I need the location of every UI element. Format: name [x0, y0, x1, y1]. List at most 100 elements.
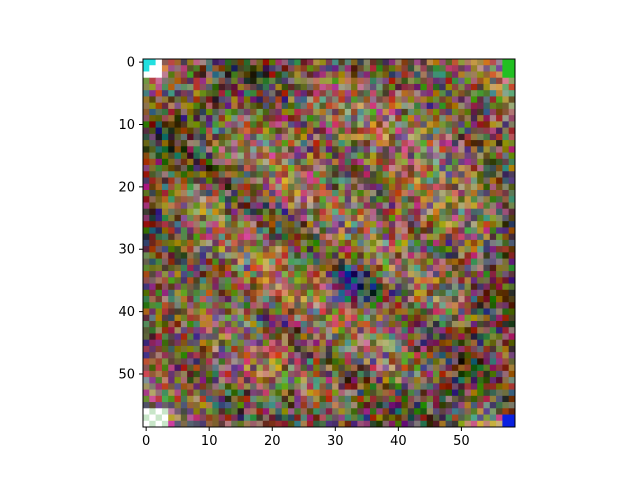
image-pixel: [489, 377, 497, 384]
image-pixel: [357, 258, 365, 266]
image-pixel: [168, 264, 175, 272]
image-pixel: [313, 252, 320, 259]
image-pixel: [508, 227, 516, 235]
image-pixel: [319, 264, 327, 272]
image-pixel: [237, 364, 245, 372]
image-pixel: [199, 71, 207, 79]
image-pixel: [206, 239, 213, 247]
image-pixel: [313, 364, 320, 372]
image-pixel: [237, 158, 245, 166]
image-pixel: [224, 383, 232, 390]
image-pixel: [369, 283, 377, 291]
image-pixel: [433, 320, 440, 328]
image-pixel: [382, 289, 390, 297]
image-pixel: [199, 102, 207, 110]
image-pixel: [193, 395, 201, 403]
image-pixel: [332, 171, 339, 178]
image-pixel: [237, 127, 245, 135]
image-pixel: [439, 339, 447, 347]
image-pixel: [496, 302, 503, 309]
image-pixel: [332, 345, 339, 353]
image-pixel: [420, 214, 428, 222]
image-pixel: [395, 239, 402, 247]
image-pixel: [376, 65, 383, 72]
image-pixel: [458, 333, 465, 341]
image-pixel: [212, 345, 220, 353]
image-pixel: [502, 277, 510, 284]
image-pixel: [294, 77, 302, 85]
image-pixel: [420, 395, 428, 403]
image-pixel: [180, 65, 188, 72]
image-pixel: [451, 333, 459, 341]
image-pixel: [439, 102, 447, 110]
image-pixel: [458, 77, 465, 85]
image-pixel: [250, 90, 257, 97]
image-pixel: [212, 158, 220, 166]
image-pixel: [426, 246, 434, 253]
image-pixel: [414, 277, 421, 284]
image-pixel: [376, 133, 383, 141]
image-pixel: [288, 183, 295, 191]
image-pixel: [306, 146, 314, 153]
image-pixel: [288, 314, 295, 322]
image-pixel: [256, 90, 264, 97]
image-pixel: [426, 115, 434, 122]
image-pixel: [180, 246, 188, 253]
image-pixel: [395, 402, 402, 409]
image-pixel: [382, 90, 390, 97]
image-pixel: [319, 383, 327, 390]
image-pixel: [300, 352, 308, 359]
image-pixel: [161, 146, 169, 153]
image-pixel: [477, 358, 484, 366]
image-pixel: [187, 289, 194, 297]
image-pixel: [180, 308, 188, 316]
image-pixel: [161, 395, 169, 403]
image-pixel: [363, 77, 371, 85]
image-pixel: [269, 308, 276, 316]
image-pixel: [439, 370, 447, 378]
image-pixel: [351, 65, 358, 72]
image-pixel: [344, 327, 352, 334]
image-pixel: [483, 214, 491, 222]
image-pixel: [143, 77, 150, 85]
image-pixel: [470, 333, 478, 341]
image-pixel: [161, 333, 169, 341]
image-pixel: [426, 308, 434, 316]
image-pixel: [281, 271, 289, 278]
image-pixel: [433, 233, 440, 241]
image-pixel: [464, 308, 472, 316]
image-pixel: [489, 239, 497, 247]
image-pixel: [477, 71, 484, 79]
image-pixel: [451, 221, 459, 228]
image-pixel: [388, 364, 396, 372]
image-pixel: [174, 252, 182, 259]
image-pixel: [300, 358, 308, 366]
image-pixel: [168, 383, 175, 390]
image-pixel: [445, 121, 453, 129]
image-pixel: [306, 289, 314, 297]
image-pixel: [414, 221, 421, 228]
image-pixel: [155, 189, 163, 197]
image-pixel: [357, 314, 365, 322]
image-pixel: [451, 152, 459, 160]
image-pixel: [180, 146, 188, 153]
image-pixel: [338, 395, 346, 403]
image-pixel: [489, 71, 497, 79]
image-pixel: [496, 370, 503, 378]
image-pixel: [332, 383, 339, 390]
image-pixel: [224, 133, 232, 141]
image-pixel: [187, 358, 194, 366]
image-pixel: [319, 402, 327, 409]
image-pixel: [376, 59, 383, 66]
image-pixel: [445, 389, 453, 397]
image-pixel: [496, 133, 503, 141]
image-pixel: [458, 102, 465, 110]
image-pixel: [420, 221, 428, 228]
image-pixel: [199, 345, 207, 353]
image-pixel: [433, 108, 440, 116]
image-pixel: [357, 59, 365, 66]
image-pixel: [376, 314, 383, 322]
image-pixel: [231, 108, 238, 116]
image-pixel: [420, 102, 428, 110]
image-pixel: [508, 333, 516, 341]
